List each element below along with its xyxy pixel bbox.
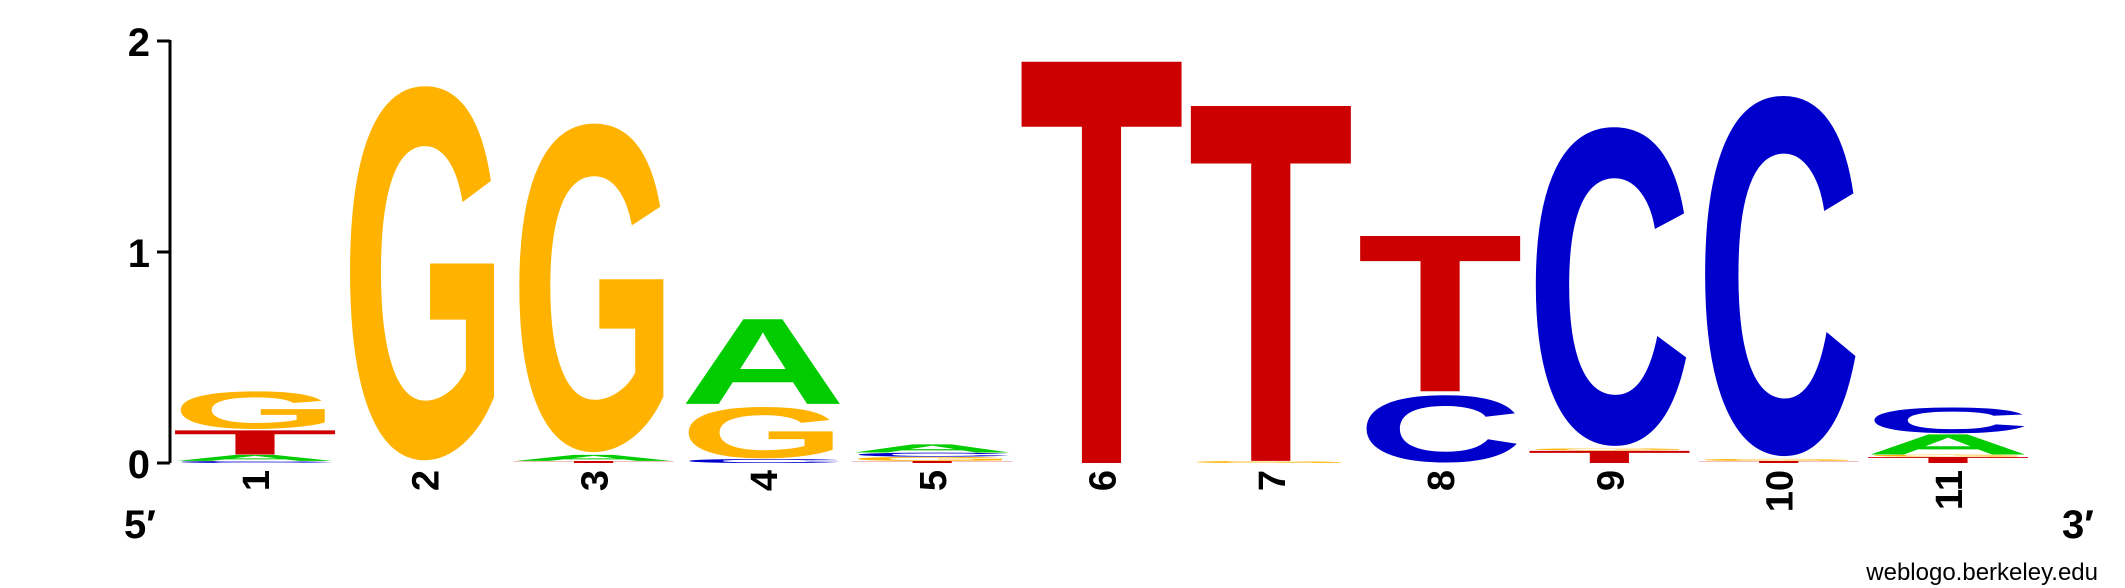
logo-letter-g-pos-11: G	[1865, 454, 2031, 457]
logo-letter-t-pos-7: T	[1188, 0, 1354, 571]
position-label-1: 1	[236, 470, 278, 491]
logo-letter-c-pos-1: C	[172, 460, 338, 463]
position-labels: 1 2 3 4 5 6 7 8 9 10 11	[236, 470, 1971, 512]
logo-letter-t-pos-11: T	[1865, 455, 2031, 465]
logo-letter-t-pos-8: T	[1357, 187, 1523, 439]
position-label-9: 9	[1590, 470, 1632, 491]
logo-letter-a-pos-5: A	[849, 442, 1015, 455]
five-prime-end-label: 5′	[124, 503, 156, 547]
logo-letter-g-pos-1: G	[172, 380, 338, 439]
position-label-11: 11	[1929, 470, 1971, 510]
y-tick-label-1: 1	[128, 232, 150, 276]
logo-letter-t-pos-6: T	[1019, 0, 1185, 587]
logo-letter-g-pos-9: G	[1526, 448, 1692, 451]
logo-letter-c-pos-5: C	[849, 452, 1015, 458]
logo-letter-t-pos-10: T	[1696, 460, 1862, 463]
y-tick-label-2: 2	[128, 21, 150, 65]
logo-letter-g-pos-3: G	[511, 27, 677, 546]
logo-letter-t-pos-1: T	[172, 423, 338, 462]
logo-letter-g-pos-4: G	[680, 392, 846, 473]
logo-letter-a-pos-3: A	[511, 453, 677, 463]
position-label-5: 5	[913, 470, 955, 491]
position-label-2: 2	[405, 470, 447, 491]
logo-letter-a-pos-1: A	[172, 453, 338, 463]
logo-letter-c-pos-9: C	[1526, 35, 1692, 537]
credit-text: weblogo.berkeley.edu	[1865, 559, 2098, 586]
position-label-8: 8	[1421, 470, 1463, 491]
logo-letter-g-pos-7: G	[1188, 460, 1354, 463]
logo-letter-t-pos-5: T	[849, 460, 1015, 463]
logo-letter-g-pos-10: G	[1696, 458, 1862, 461]
position-label-10: 10	[1760, 470, 1802, 512]
logo-letter-g-pos-2: G	[341, 0, 507, 568]
position-label-4: 4	[744, 470, 786, 491]
three-prime-end-label: 3′	[2062, 503, 2094, 547]
position-label-7: 7	[1252, 470, 1294, 491]
position-label-3: 3	[575, 470, 617, 491]
logo-letter-c-pos-4: C	[680, 458, 846, 464]
logo-letter-a-pos-11: A	[1865, 428, 2031, 461]
logo-letter-c-pos-10: C	[1696, 0, 1862, 559]
logo-letter-t-pos-3: T	[511, 460, 677, 463]
logo-letter-a-pos-4: A	[680, 293, 846, 431]
position-label-6: 6	[1083, 470, 1125, 491]
logo-letter-t-pos-9: T	[1526, 447, 1692, 467]
logo-letter-c-pos-11: C	[1865, 400, 2031, 441]
y-axis: 2 1 0	[128, 21, 172, 487]
y-tick-label-0: 0	[128, 443, 150, 487]
logo-letter-c-pos-8: C	[1357, 376, 1523, 482]
logo-letter-g-pos-5: G	[849, 456, 1015, 462]
